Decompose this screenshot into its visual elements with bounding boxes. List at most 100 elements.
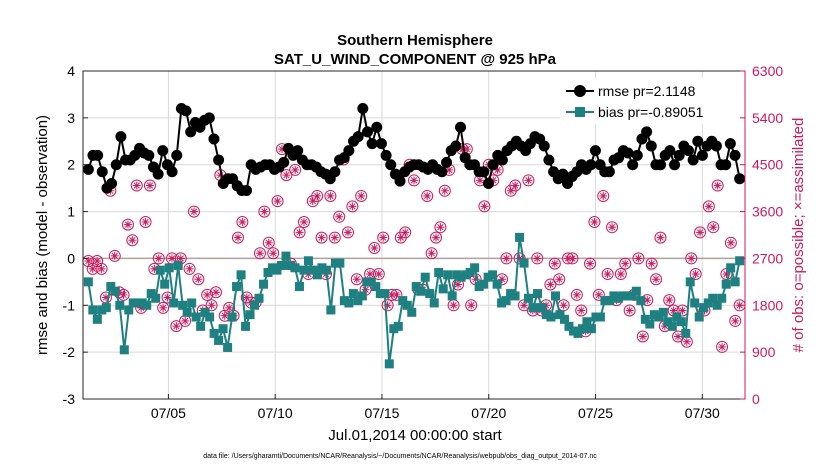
bias-point: [187, 298, 197, 308]
bias-point: [577, 324, 587, 334]
obs-possible-point: [584, 257, 597, 270]
asterisk-stroke: [476, 177, 484, 184]
bias-point: [407, 307, 417, 317]
obs-assimilated-point: [555, 275, 564, 284]
bias-point: [124, 305, 134, 315]
bias-point: [550, 291, 560, 301]
y-tick-label: 0: [67, 250, 75, 266]
obs-possible-point: [139, 215, 152, 228]
rmse-point: [385, 159, 397, 171]
obs-possible-point: [544, 278, 557, 291]
obs-assimilated-point: [599, 191, 608, 200]
asterisk-stroke: [648, 260, 655, 267]
obs-assimilated-point: [713, 181, 722, 190]
y-tick-label: 2: [67, 157, 75, 173]
obs-possible-point: [425, 247, 438, 260]
bias-point: [88, 305, 98, 315]
rmse-point: [375, 138, 387, 150]
asterisk-stroke: [622, 260, 629, 267]
obs-assimilated-point: [132, 181, 141, 190]
asterisk-stroke: [155, 255, 162, 262]
asterisk-stroke: [688, 255, 695, 262]
bias-point: [434, 267, 444, 277]
obs-assimilated-point: [141, 217, 150, 226]
obs-possible-point: [597, 189, 610, 202]
bias-point: [402, 300, 412, 310]
obs-assimilated-point: [145, 181, 154, 190]
asterisk-stroke: [98, 265, 105, 272]
obs-assimilated-point: [172, 322, 181, 331]
obs-assimilated-point: [718, 342, 727, 351]
rmse-point: [96, 166, 108, 178]
asterisk-stroke: [710, 224, 717, 231]
obs-possible-point: [500, 252, 513, 265]
obs-assimilated-point: [427, 249, 436, 258]
asterisk-stroke: [635, 255, 642, 262]
bias-point: [735, 256, 745, 266]
obs-assimilated-point: [189, 207, 198, 216]
rmse-point: [682, 145, 694, 157]
obs-possible-point: [381, 299, 394, 312]
obs-assimilated-point: [84, 257, 93, 266]
asterisk-stroke: [600, 192, 607, 200]
rmse-point: [357, 102, 369, 114]
obs-assimilated-point: [185, 264, 194, 273]
bias-point: [658, 307, 668, 317]
bias-point: [232, 282, 242, 292]
bias-point: [501, 296, 511, 306]
bias-point: [115, 300, 125, 310]
obs-assimilated-point: [524, 176, 533, 185]
asterisk-stroke: [292, 166, 299, 174]
obs-assimilated-point: [423, 191, 432, 200]
obs-assimilated-point: [682, 337, 691, 346]
y-tick-label: 3: [67, 110, 75, 126]
obs-possible-point: [258, 205, 271, 218]
asterisk-stroke: [93, 257, 101, 265]
obs-assimilated-point: [674, 332, 683, 341]
bias-point: [672, 312, 682, 322]
asterisk-stroke: [358, 192, 365, 200]
bias-point: [708, 293, 718, 303]
obs-possible-point: [143, 179, 156, 192]
rmse-point: [585, 159, 597, 171]
obs-possible-point: [205, 299, 218, 312]
asterisk-stroke: [481, 203, 488, 210]
obs-possible-point: [465, 299, 478, 312]
rmse-point: [557, 168, 569, 180]
legend-bias-label: bias pr=-0.89051: [598, 104, 704, 120]
rmse-point: [152, 168, 164, 180]
obs-possible-point: [588, 215, 601, 228]
obs-assimilated-point: [625, 306, 634, 315]
asterisk-stroke: [586, 260, 594, 267]
asterisk-stroke: [309, 198, 316, 205]
bias-point: [263, 267, 273, 277]
asterisk-stroke: [129, 237, 136, 244]
obs-assimilated-point: [260, 207, 269, 216]
asterisk-stroke: [89, 265, 96, 272]
asterisk-stroke: [261, 208, 268, 215]
asterisk-stroke: [336, 213, 343, 220]
y-right-tick-label: 3600: [752, 204, 783, 220]
asterisk-stroke: [124, 221, 132, 228]
asterisk-stroke: [732, 317, 739, 325]
chart-subtitle: SAT_U_WIND_COMPONENT @ 925 hPa: [274, 51, 557, 68]
asterisk-stroke: [652, 276, 660, 283]
obs-assimilated-point: [154, 254, 163, 263]
bias-point: [348, 289, 358, 299]
obs-possible-point: [707, 221, 720, 234]
bias-point: [303, 256, 313, 266]
rmse-point: [343, 145, 355, 157]
asterisk-stroke: [402, 229, 409, 236]
obs-assimilated-point: [330, 233, 339, 242]
asterisk-stroke: [349, 203, 356, 210]
obs-assimilated-point: [467, 301, 476, 310]
obs-possible-point: [421, 189, 434, 202]
obs-possible-point: [724, 236, 737, 249]
asterisk-stroke: [353, 276, 360, 283]
chart-title: Southern Hemisphere: [337, 32, 493, 49]
obs-possible-point: [271, 195, 284, 208]
obs-possible-point: [187, 205, 200, 218]
obs-assimilated-point: [511, 181, 520, 190]
asterisk-stroke: [239, 218, 246, 226]
asterisk-stroke: [424, 192, 431, 200]
